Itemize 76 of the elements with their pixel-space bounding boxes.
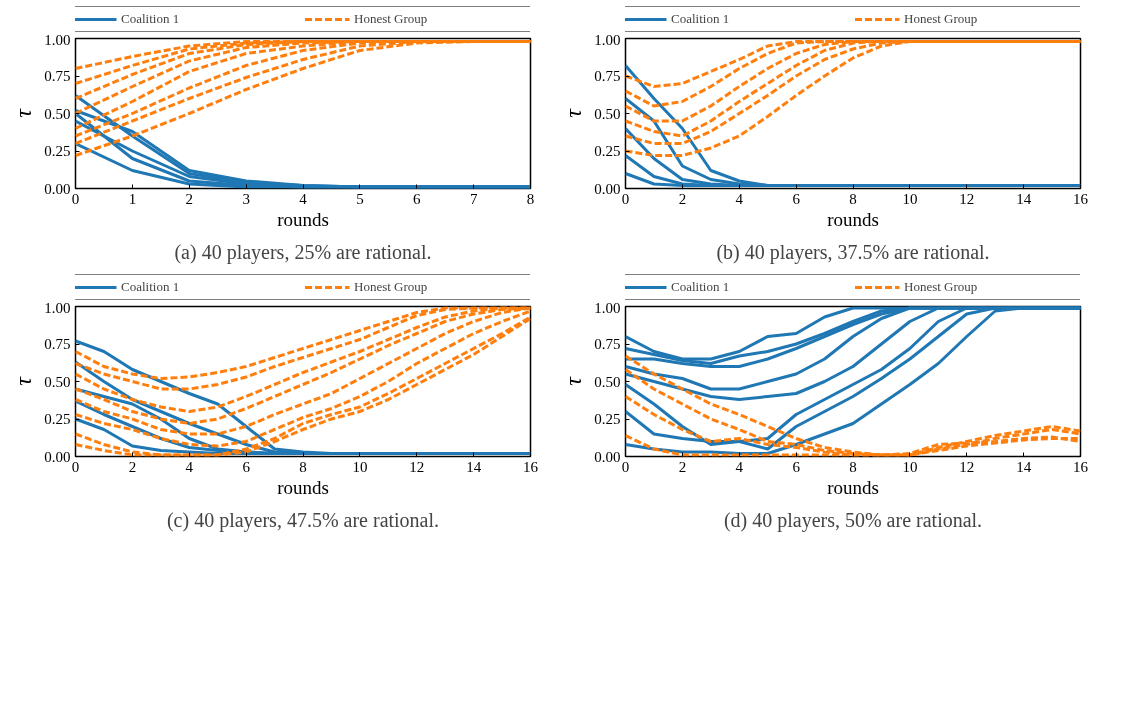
legend-label: Honest Group: [354, 279, 429, 295]
x-tick-label: 14: [1016, 190, 1032, 207]
x-tick-label: 7: [469, 190, 478, 207]
x-tick-label: 0: [621, 190, 630, 207]
legend-label: Honest Group: [904, 11, 979, 27]
x-tick-label: 6: [792, 190, 801, 207]
y-tick-label: 0.25: [594, 143, 621, 159]
y-tick-label: 0.75: [594, 336, 621, 352]
y-tick-label: 0.00: [44, 448, 71, 465]
y-tick-label: 0.50: [594, 105, 621, 122]
y-axis-title: τ: [10, 375, 37, 386]
x-tick-label: 4: [185, 458, 194, 475]
x-axis-title: rounds: [277, 476, 329, 498]
y-tick-label: 1.00: [44, 299, 71, 316]
x-tick-label: 12: [959, 190, 975, 207]
x-tick-label: 4: [735, 190, 744, 207]
y-tick-label: 0.50: [44, 373, 71, 390]
x-tick-label: 2: [185, 190, 193, 207]
x-tick-label: 16: [1073, 190, 1089, 207]
x-axis-title: rounds: [827, 208, 879, 230]
y-axis-title: τ: [560, 107, 587, 118]
x-tick-label: 12: [409, 458, 425, 475]
x-tick-label: 16: [1073, 458, 1089, 475]
x-tick-label: 10: [352, 458, 368, 475]
x-tick-label: 6: [792, 458, 801, 475]
y-tick-label: 0.25: [594, 411, 621, 427]
legend-label: Coalition 1: [121, 279, 181, 295]
x-tick-label: 0: [71, 190, 80, 207]
y-tick-label: 0.00: [594, 180, 621, 197]
legend-label: Coalition 1: [121, 11, 181, 27]
y-tick-label: 0.50: [44, 105, 71, 122]
x-tick-label: 1: [128, 190, 137, 207]
legend-label: Honest Group: [904, 279, 979, 295]
y-axis-title: τ: [560, 375, 587, 386]
y-tick-label: 0.00: [44, 180, 71, 197]
x-tick-label: 8: [849, 190, 857, 207]
text: (b) 40 players, 37.5% are rational.: [716, 240, 990, 264]
legend-label: Coalition 1: [671, 279, 731, 295]
x-tick-label: 6: [242, 458, 251, 475]
x-tick-label: 2: [128, 458, 137, 475]
y-tick-label: 0.75: [594, 68, 621, 84]
x-tick-label: 4: [299, 190, 308, 207]
y-tick-label: 0.75: [44, 336, 71, 352]
y-tick-label: 1.00: [594, 299, 621, 316]
text: (d) 40 players, 50% are rational.: [723, 508, 983, 532]
y-tick-label: 1.00: [44, 31, 71, 48]
x-tick-label: 5: [356, 190, 364, 207]
x-tick-label: 4: [735, 458, 744, 475]
x-tick-label: 8: [526, 190, 535, 207]
x-tick-label: 10: [902, 458, 918, 475]
x-tick-label: 14: [466, 458, 482, 475]
text: (c) 40 players, 47.5% are rational.: [166, 508, 440, 532]
y-tick-label: 0.00: [594, 448, 621, 465]
x-tick-label: 10: [902, 190, 918, 207]
x-tick-label: 3: [242, 190, 250, 207]
x-tick-label: 0: [71, 458, 80, 475]
y-tick-label: 0.75: [44, 68, 71, 84]
x-tick-label: 8: [299, 458, 307, 475]
x-tick-label: 14: [1016, 458, 1032, 475]
x-tick-label: 12: [959, 458, 975, 475]
x-tick-label: 2: [678, 458, 687, 475]
text: (a) 40 players, 25% are rational.: [174, 240, 432, 264]
x-axis-title: rounds: [827, 476, 879, 498]
x-axis-title: rounds: [277, 208, 329, 230]
x-tick-label: 2: [678, 190, 687, 207]
x-tick-label: 8: [849, 458, 857, 475]
y-tick-label: 0.25: [44, 411, 71, 427]
y-axis-title: τ: [10, 107, 37, 118]
x-tick-label: 6: [413, 190, 421, 207]
y-tick-label: 1.00: [594, 31, 621, 48]
x-tick-label: 0: [621, 458, 630, 475]
y-tick-label: 0.25: [44, 143, 71, 159]
y-tick-label: 0.50: [594, 373, 621, 390]
x-tick-label: 16: [523, 458, 539, 475]
legend-label: Coalition 1: [671, 11, 731, 27]
legend-label: Honest Group: [354, 11, 429, 27]
